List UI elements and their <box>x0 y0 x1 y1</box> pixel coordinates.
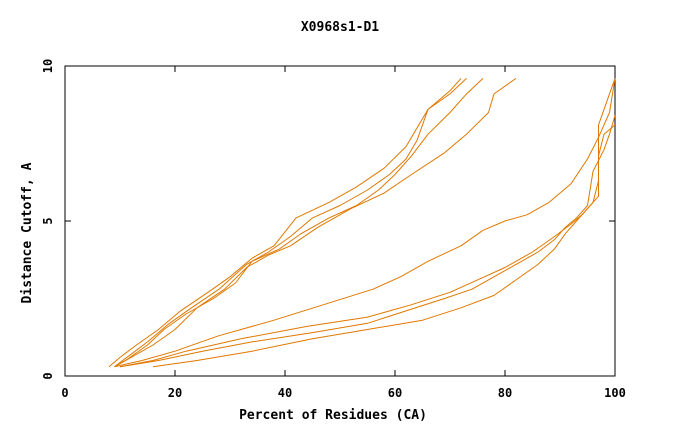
series-line-1 <box>108 78 462 368</box>
x-tick-label: 100 <box>604 386 626 400</box>
series-line-5 <box>114 78 616 368</box>
y-tick-label: 10 <box>41 59 55 73</box>
x-tick-label: 80 <box>498 386 512 400</box>
y-axis-label: Distance Cutoff, A <box>20 162 35 303</box>
y-axis: 0 5 10 <box>41 59 615 380</box>
x-tick-label: 0 <box>61 386 68 400</box>
x-axis: 0 20 40 60 80 100 <box>61 66 626 400</box>
y-tick-label: 0 <box>41 372 55 379</box>
x-tick-label: 60 <box>388 386 402 400</box>
series-line-8 <box>152 78 616 368</box>
series-line-2 <box>114 78 467 368</box>
x-tick-label: 20 <box>168 386 182 400</box>
chart-title: X0968s1-D1 <box>301 20 379 35</box>
series-group <box>108 77 616 368</box>
series-line-7 <box>119 115 616 368</box>
x-axis-label: Percent of Residues (CA) <box>239 408 427 423</box>
x-tick-label: 40 <box>278 386 292 400</box>
series-line-3 <box>114 78 484 368</box>
series-line-4 <box>114 77 517 368</box>
y-tick-label: 5 <box>41 217 55 224</box>
